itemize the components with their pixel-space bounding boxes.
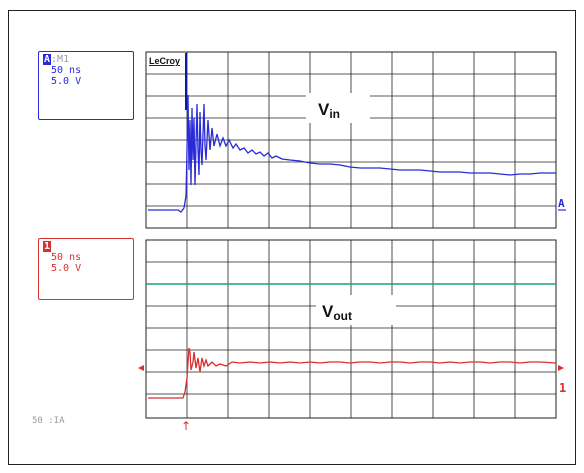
trigger-arrow: ↑ — [181, 419, 191, 433]
vout-waveform — [148, 347, 557, 399]
channel-a-info-box[interactable]: A:M1 50 ns 5.0 V — [38, 51, 134, 120]
channel-1-tag: 1 — [43, 241, 52, 252]
vout-label: Vout — [322, 302, 352, 323]
channel-a-tag: A — [43, 54, 52, 65]
channel-a-extra: :M1 — [51, 54, 70, 65]
vout-label-bg — [316, 295, 396, 325]
bottom-grid — [145, 239, 557, 419]
vin-label-bg — [306, 93, 370, 123]
brand-logo: LeCroy — [149, 56, 180, 66]
channel-a-marker: A — [558, 197, 565, 210]
channel-a-volts: 5.0 V — [51, 76, 82, 87]
channel-1-info-box[interactable]: 1 50 ns 5.0 V — [38, 238, 134, 300]
channel-1-timebase: 50 ns — [51, 252, 82, 263]
top-grid — [145, 51, 557, 229]
channel-1-volts: 5.0 V — [51, 263, 82, 274]
channel-a-timebase: 50 ns — [51, 65, 82, 76]
footer-status: 50 :IA — [32, 416, 65, 426]
channel-1-marker: 1 — [559, 381, 566, 395]
vin-label: Vin — [318, 100, 340, 121]
vin-waveform — [148, 94, 556, 213]
vout-level-marker-left[interactable] — [138, 365, 144, 371]
vout-level-marker-right[interactable] — [558, 365, 564, 371]
